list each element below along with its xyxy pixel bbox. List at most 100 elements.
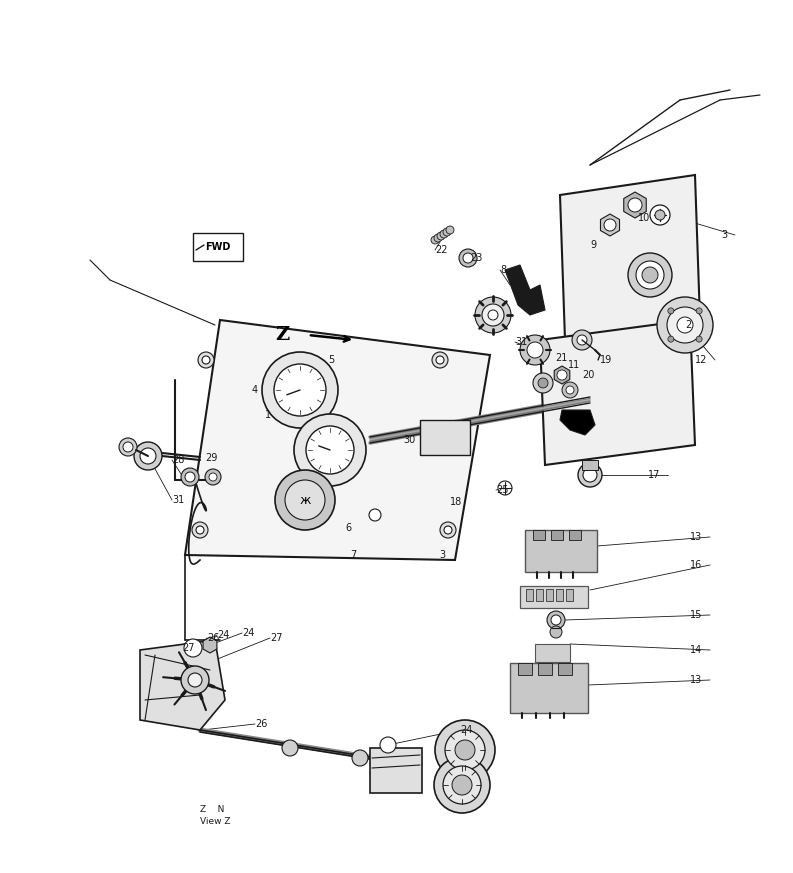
Circle shape bbox=[527, 342, 543, 358]
Circle shape bbox=[657, 297, 713, 353]
Polygon shape bbox=[560, 410, 595, 435]
Text: Z: Z bbox=[276, 326, 290, 344]
Circle shape bbox=[488, 310, 498, 320]
Text: Z    N: Z N bbox=[200, 806, 224, 815]
Text: 3: 3 bbox=[721, 230, 727, 240]
Polygon shape bbox=[624, 192, 646, 218]
Circle shape bbox=[192, 522, 208, 538]
Circle shape bbox=[369, 509, 381, 521]
Circle shape bbox=[140, 448, 156, 464]
Text: 14: 14 bbox=[690, 645, 702, 655]
Circle shape bbox=[577, 335, 587, 345]
Circle shape bbox=[445, 730, 485, 770]
Bar bbox=[370, 748, 422, 793]
Circle shape bbox=[262, 352, 338, 428]
Polygon shape bbox=[600, 214, 619, 236]
Bar bbox=[546, 589, 553, 601]
Circle shape bbox=[642, 267, 658, 283]
Circle shape bbox=[482, 304, 504, 326]
Text: 24: 24 bbox=[242, 628, 255, 638]
Polygon shape bbox=[560, 175, 700, 340]
Circle shape bbox=[294, 414, 366, 486]
Circle shape bbox=[205, 469, 221, 485]
Circle shape bbox=[440, 230, 448, 238]
Bar bbox=[518, 663, 532, 675]
Bar bbox=[420, 420, 470, 455]
Circle shape bbox=[275, 470, 335, 530]
Circle shape bbox=[380, 737, 396, 753]
Text: 24: 24 bbox=[217, 630, 229, 640]
Circle shape bbox=[452, 775, 472, 795]
Circle shape bbox=[431, 236, 439, 244]
Circle shape bbox=[443, 766, 481, 804]
Text: 19: 19 bbox=[600, 355, 612, 365]
Text: 26: 26 bbox=[207, 633, 220, 643]
Bar bbox=[551, 530, 563, 540]
Circle shape bbox=[285, 480, 325, 520]
Bar bbox=[535, 644, 570, 662]
Text: 2: 2 bbox=[686, 320, 692, 330]
Text: 13: 13 bbox=[690, 532, 702, 542]
Text: 3: 3 bbox=[439, 550, 445, 560]
Circle shape bbox=[352, 750, 368, 766]
Circle shape bbox=[188, 673, 202, 687]
Circle shape bbox=[533, 373, 553, 393]
Circle shape bbox=[196, 526, 204, 534]
Polygon shape bbox=[185, 320, 490, 560]
Polygon shape bbox=[554, 366, 570, 384]
Bar bbox=[525, 530, 597, 572]
Circle shape bbox=[557, 370, 567, 380]
Text: View Z: View Z bbox=[200, 817, 231, 827]
Text: 18: 18 bbox=[450, 497, 462, 507]
Circle shape bbox=[650, 205, 670, 225]
Circle shape bbox=[578, 463, 602, 487]
Circle shape bbox=[655, 210, 665, 220]
Polygon shape bbox=[505, 265, 545, 315]
Circle shape bbox=[566, 386, 574, 394]
Text: 24: 24 bbox=[460, 725, 473, 735]
Bar bbox=[526, 589, 533, 601]
Circle shape bbox=[446, 226, 454, 234]
Circle shape bbox=[437, 232, 445, 240]
Bar bbox=[536, 589, 543, 601]
Circle shape bbox=[440, 522, 456, 538]
Circle shape bbox=[696, 336, 702, 342]
Text: 12: 12 bbox=[695, 355, 707, 365]
Circle shape bbox=[636, 261, 664, 289]
Text: 10: 10 bbox=[638, 213, 650, 223]
Circle shape bbox=[181, 468, 199, 486]
Circle shape bbox=[202, 356, 210, 364]
Circle shape bbox=[628, 253, 672, 297]
Text: 23: 23 bbox=[470, 253, 482, 263]
Text: FWD: FWD bbox=[205, 242, 231, 252]
Circle shape bbox=[123, 442, 133, 452]
Text: 27: 27 bbox=[270, 633, 282, 643]
Bar bbox=[520, 586, 588, 608]
Text: 22: 22 bbox=[435, 245, 447, 255]
Text: 20: 20 bbox=[582, 370, 595, 380]
Text: 28: 28 bbox=[172, 455, 185, 465]
Circle shape bbox=[274, 364, 326, 416]
Bar bbox=[566, 589, 573, 601]
Polygon shape bbox=[203, 637, 217, 653]
Text: 16: 16 bbox=[690, 560, 702, 570]
Circle shape bbox=[209, 473, 217, 481]
Circle shape bbox=[198, 352, 214, 368]
Circle shape bbox=[443, 228, 451, 236]
Text: 4: 4 bbox=[252, 385, 259, 395]
Circle shape bbox=[668, 308, 674, 314]
Circle shape bbox=[134, 442, 162, 470]
Circle shape bbox=[520, 335, 550, 365]
Circle shape bbox=[434, 234, 442, 242]
Circle shape bbox=[668, 336, 674, 342]
Circle shape bbox=[434, 757, 490, 813]
Bar bbox=[582, 460, 598, 470]
Text: 25: 25 bbox=[496, 485, 508, 495]
Text: 31: 31 bbox=[515, 337, 527, 347]
Circle shape bbox=[185, 472, 195, 482]
Text: 29: 29 bbox=[205, 453, 217, 463]
Bar bbox=[538, 663, 552, 675]
Circle shape bbox=[181, 666, 209, 694]
Text: 1: 1 bbox=[265, 410, 271, 420]
Polygon shape bbox=[140, 640, 225, 730]
